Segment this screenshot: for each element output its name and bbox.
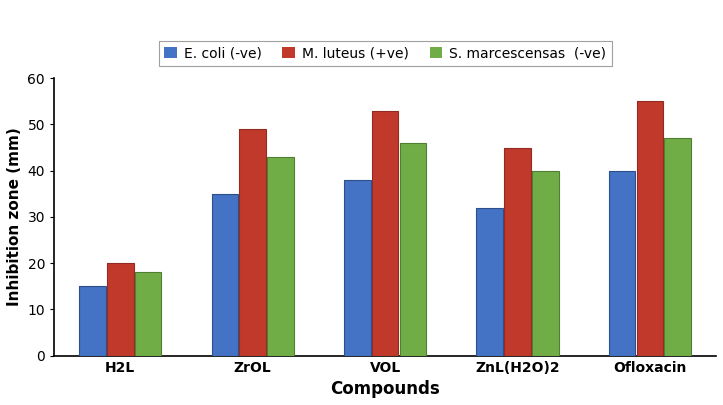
Bar xyxy=(80,286,106,356)
Bar xyxy=(504,147,531,356)
Bar xyxy=(239,129,266,356)
Bar xyxy=(504,147,531,356)
Bar xyxy=(107,263,134,356)
Bar xyxy=(212,194,238,356)
Bar xyxy=(476,208,503,356)
Bar xyxy=(344,180,371,356)
Bar xyxy=(400,143,426,356)
Bar xyxy=(212,194,238,356)
Bar xyxy=(532,171,559,356)
Bar xyxy=(476,208,503,356)
Y-axis label: Inhibition zone (mm): Inhibition zone (mm) xyxy=(7,128,22,306)
Bar xyxy=(609,171,636,356)
Bar xyxy=(637,101,663,356)
Bar xyxy=(344,180,371,356)
Bar xyxy=(268,157,294,356)
Bar xyxy=(135,273,161,356)
Bar xyxy=(135,273,161,356)
Bar xyxy=(532,171,559,356)
Bar xyxy=(609,171,636,356)
Legend: E. coli (-ve), M. luteus (+ve), S. marcescensas  (-ve): E. coli (-ve), M. luteus (+ve), S. marce… xyxy=(158,41,612,66)
Bar xyxy=(664,139,691,356)
X-axis label: Compounds: Compounds xyxy=(330,380,440,398)
Bar xyxy=(637,101,663,356)
Bar xyxy=(268,157,294,356)
Bar xyxy=(80,286,106,356)
Bar xyxy=(372,111,398,356)
Bar xyxy=(372,111,398,356)
Bar xyxy=(107,263,134,356)
Bar xyxy=(400,143,426,356)
Bar xyxy=(664,139,691,356)
Bar xyxy=(239,129,266,356)
